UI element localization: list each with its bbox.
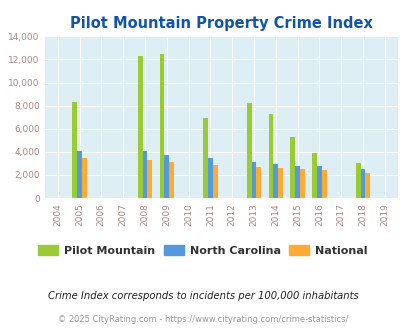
Legend: Pilot Mountain, North Carolina, National: Pilot Mountain, North Carolina, National (34, 241, 371, 260)
Bar (294, 166, 299, 198)
Bar (212, 164, 217, 198)
Bar (251, 162, 256, 198)
Text: Crime Index corresponds to incidents per 100,000 inhabitants: Crime Index corresponds to incidents per… (47, 291, 358, 301)
Bar (299, 169, 304, 198)
Bar (164, 155, 169, 198)
Bar (290, 137, 294, 198)
Bar (321, 170, 326, 198)
Title: Pilot Mountain Property Crime Index: Pilot Mountain Property Crime Index (70, 16, 372, 31)
Text: © 2025 CityRating.com - https://www.cityrating.com/crime-statistics/: © 2025 CityRating.com - https://www.city… (58, 315, 347, 324)
Bar (256, 167, 260, 198)
Bar (246, 103, 251, 198)
Bar (159, 53, 164, 198)
Bar (72, 102, 77, 198)
Bar (169, 162, 173, 198)
Bar (268, 114, 273, 198)
Bar (207, 157, 212, 198)
Bar (364, 173, 369, 198)
Bar (137, 56, 142, 198)
Bar (147, 160, 152, 198)
Bar (273, 164, 277, 198)
Bar (142, 151, 147, 198)
Bar (277, 168, 282, 198)
Bar (82, 158, 87, 198)
Bar (355, 163, 360, 198)
Bar (316, 166, 321, 198)
Bar (360, 169, 364, 198)
Bar (202, 118, 207, 198)
Bar (311, 153, 316, 198)
Bar (77, 151, 82, 198)
